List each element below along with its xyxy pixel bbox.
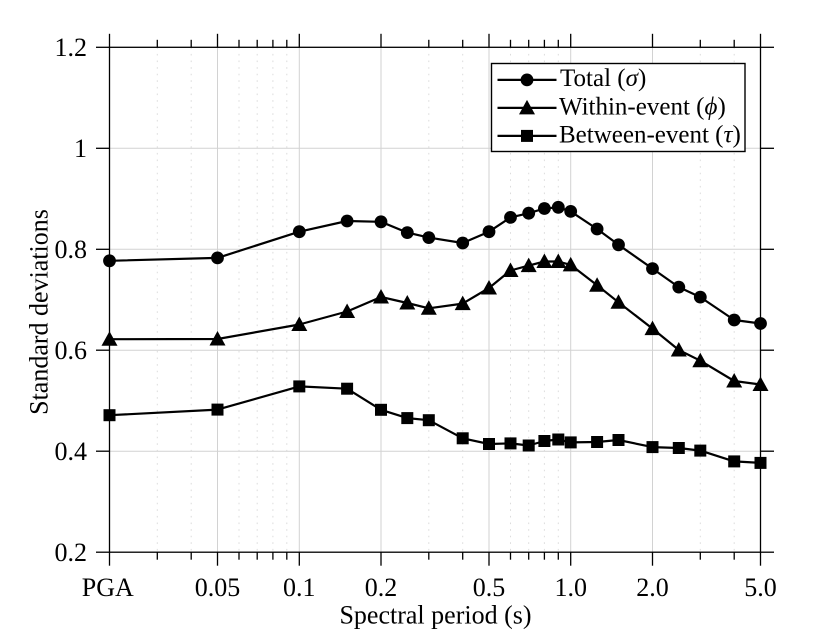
svg-text:0.2: 0.2 (365, 573, 398, 602)
svg-text:Standard deviations: Standard deviations (25, 209, 54, 415)
svg-text:0.4: 0.4 (55, 437, 88, 466)
svg-text:0.6: 0.6 (55, 336, 88, 365)
svg-text:Between-event (τ): Between-event (τ) (559, 121, 741, 148)
svg-text:0.8: 0.8 (55, 235, 88, 264)
svg-text:0.1: 0.1 (283, 573, 316, 602)
svg-text:Within-event (ϕ): Within-event (ϕ) (559, 93, 726, 120)
svg-text:0.2: 0.2 (55, 538, 88, 567)
svg-text:PGA: PGA (82, 573, 134, 602)
svg-text:2.0: 2.0 (636, 573, 669, 602)
svg-text:1.2: 1.2 (55, 33, 88, 62)
svg-text:1: 1 (74, 134, 87, 163)
svg-text:Spectral period (s): Spectral period (s) (339, 600, 531, 629)
svg-text:1.0: 1.0 (554, 573, 587, 602)
svg-text:5.0: 5.0 (744, 573, 777, 602)
svg-text:0.5: 0.5 (473, 573, 506, 602)
svg-text:0.05: 0.05 (195, 573, 241, 602)
svg-text:Total (σ): Total (σ) (560, 65, 646, 92)
